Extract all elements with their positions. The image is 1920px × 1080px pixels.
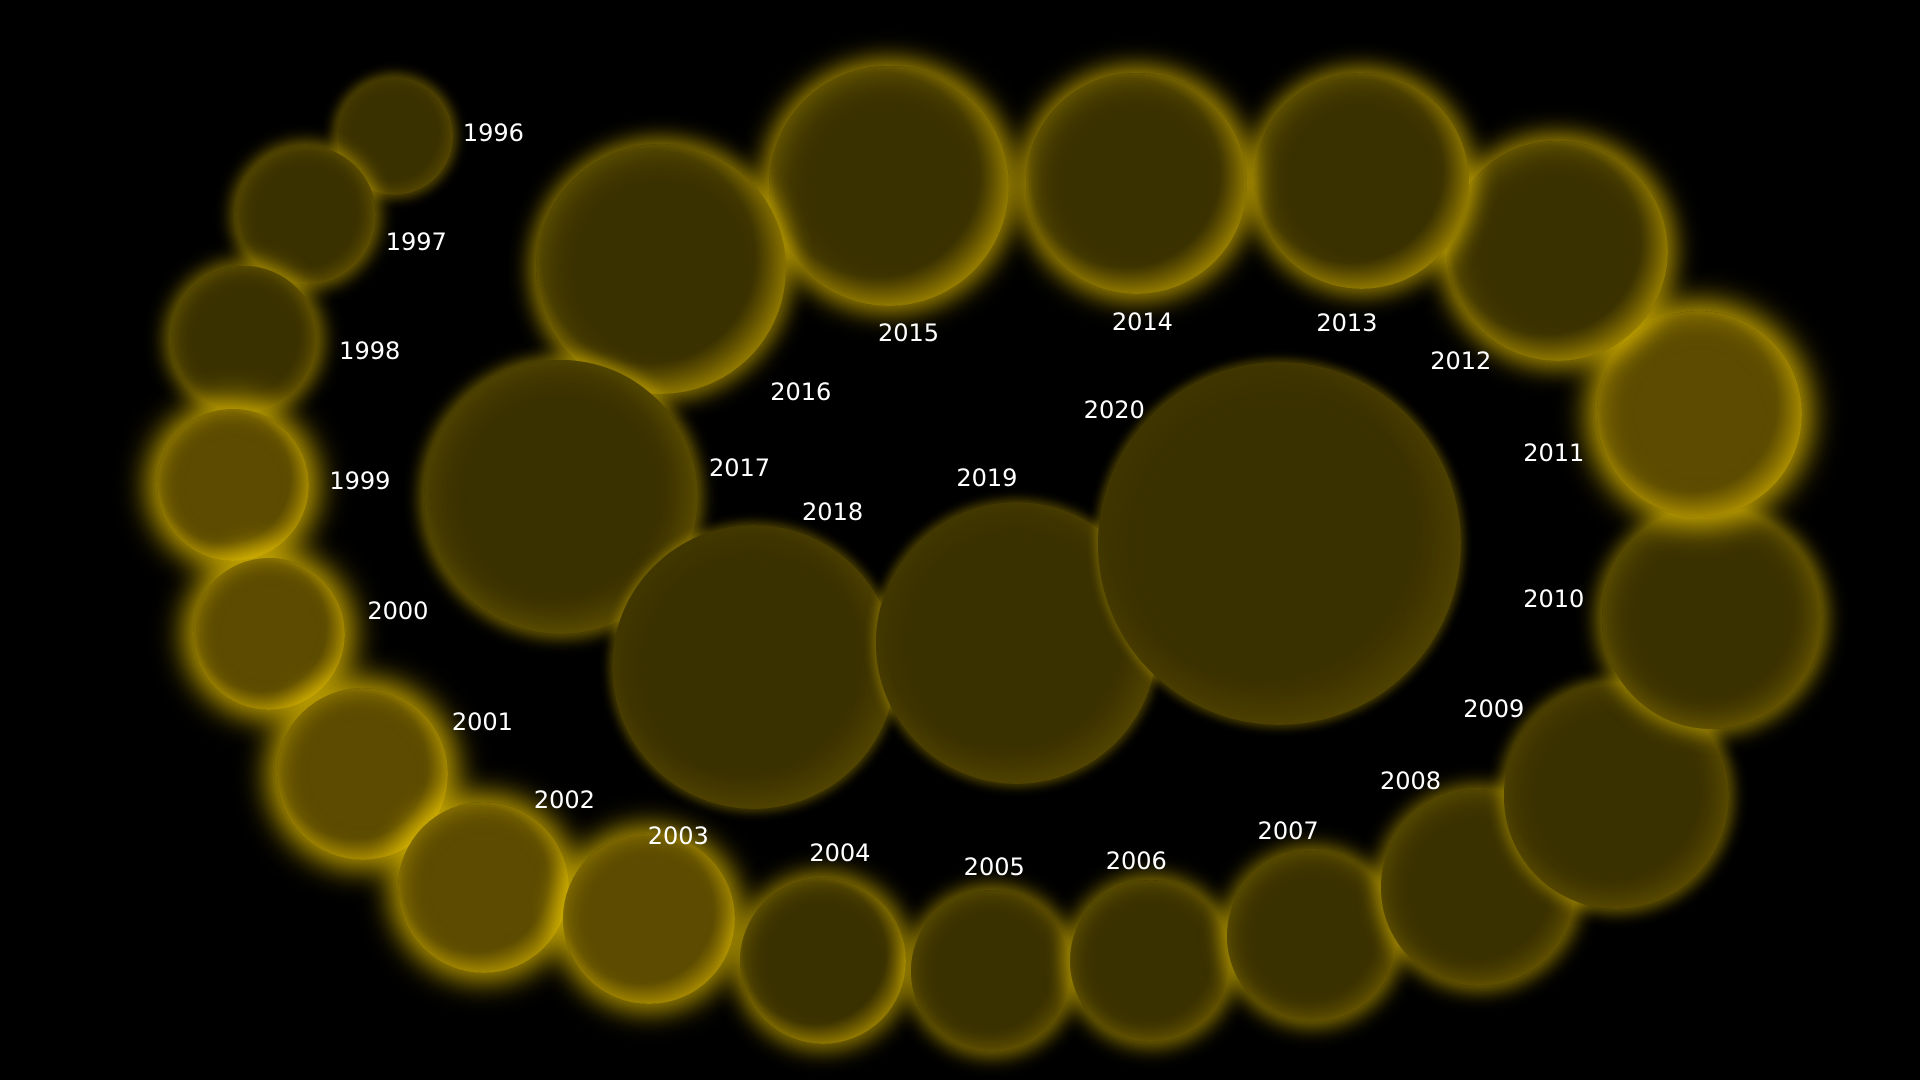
year-label: 2017 <box>708 453 771 482</box>
year-label: 2015 <box>877 319 940 348</box>
sun-image-2020 <box>1098 362 1461 725</box>
year-label: 2007 <box>1257 817 1319 846</box>
year-label: 2012 <box>1430 347 1492 376</box>
year-label: 1996 <box>462 119 524 148</box>
year-label: 2011 <box>1523 439 1585 468</box>
year-label: 2002 <box>533 785 595 814</box>
year-label: 2010 <box>1523 584 1585 613</box>
year-label: 2013 <box>1316 309 1378 338</box>
sun-image-2016 <box>536 144 787 395</box>
year-label: 1997 <box>385 228 447 257</box>
sun-image-2002 <box>397 802 570 974</box>
year-label: 2004 <box>809 839 871 868</box>
sun-image-2010 <box>1601 508 1823 729</box>
year-label: 2000 <box>367 597 429 626</box>
sun-image-2015 <box>768 66 1009 307</box>
year-label: 2018 <box>802 497 864 526</box>
year-label: 2019 <box>956 463 1018 492</box>
sun-image-2013 <box>1253 73 1470 289</box>
year-label: 2020 <box>1083 396 1145 425</box>
year-label: 1999 <box>329 467 391 496</box>
year-label: 2008 <box>1380 767 1442 796</box>
sun-image-1999 <box>156 408 309 561</box>
year-label: 2009 <box>1463 694 1525 723</box>
sun-image-2014 <box>1026 73 1247 294</box>
year-label: 2001 <box>451 708 513 737</box>
sun-image-2000 <box>193 558 346 711</box>
sun-image-2011 <box>1596 311 1803 517</box>
sun-image-1997 <box>236 145 376 286</box>
year-label: 1998 <box>339 337 401 366</box>
sun-image-2005 <box>911 890 1073 1052</box>
year-label: 2014 <box>1111 308 1173 337</box>
sun-image-2003 <box>563 832 735 1005</box>
sun-image-2007 <box>1226 851 1399 1023</box>
year-label: 2005 <box>963 852 1025 881</box>
sun-image-2018 <box>612 525 897 810</box>
sun-image-2006 <box>1070 880 1232 1043</box>
year-label: 2003 <box>647 822 709 851</box>
year-label: 2016 <box>770 377 832 406</box>
sun-image-1998 <box>171 265 319 413</box>
year-label: 2006 <box>1105 846 1167 875</box>
sun-image-2004 <box>739 877 907 1045</box>
sun-image-2012 <box>1447 140 1668 362</box>
